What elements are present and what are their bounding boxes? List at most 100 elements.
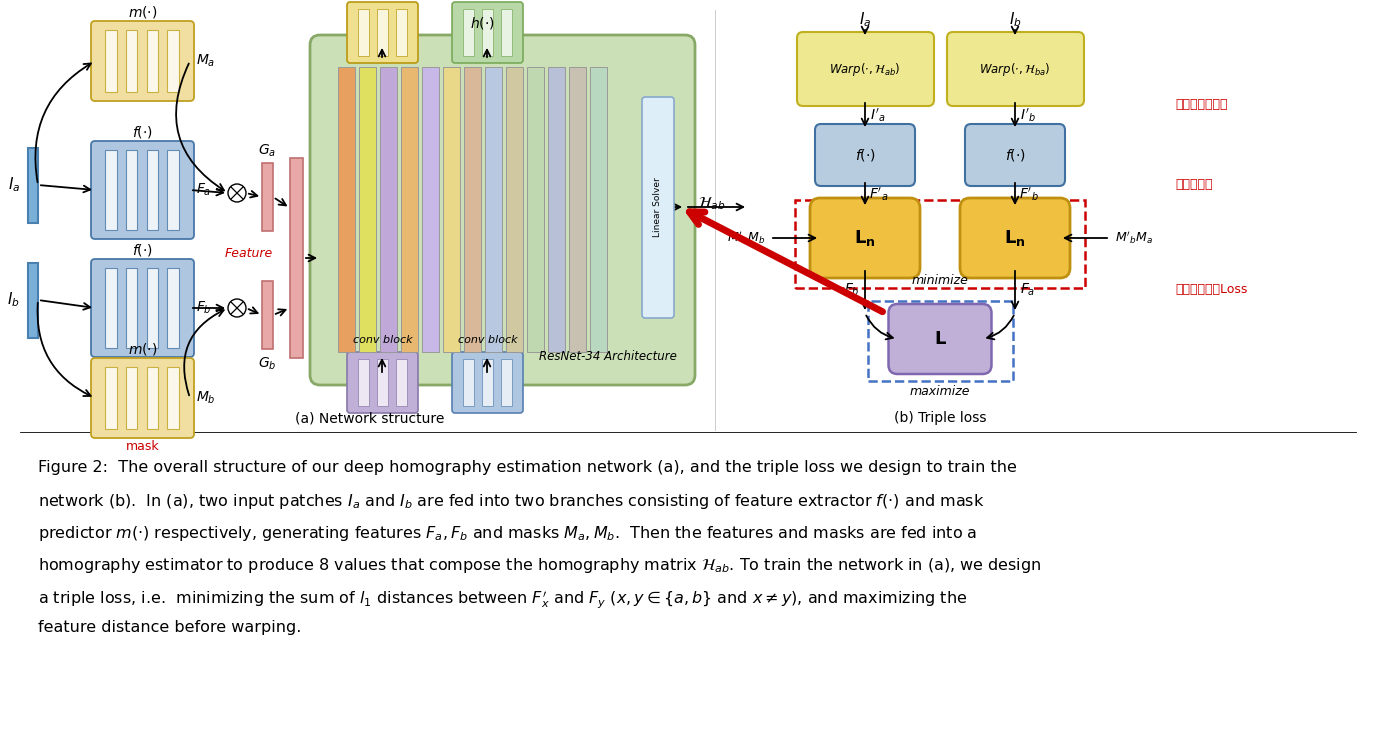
- Circle shape: [228, 299, 246, 317]
- Text: $M'_aM_b$: $M'_aM_b$: [727, 230, 765, 246]
- Text: predictor $m(\cdot)$ respectively, generating features $F_a, F_b$ and masks $M_a: predictor $m(\cdot)$ respectively, gener…: [39, 524, 977, 543]
- Text: $M_a$: $M_a$: [195, 53, 215, 69]
- Bar: [338, 67, 355, 352]
- Text: $f(\cdot)$: $f(\cdot)$: [1004, 147, 1025, 163]
- Bar: [527, 67, 544, 352]
- Bar: [125, 367, 138, 429]
- Bar: [506, 67, 523, 352]
- Bar: [359, 67, 376, 352]
- Text: (a) Network structure: (a) Network structure: [296, 411, 444, 425]
- Text: (b) Triple loss: (b) Triple loss: [894, 411, 987, 425]
- Bar: [261, 281, 272, 349]
- Text: conv block: conv block: [458, 335, 517, 345]
- Bar: [377, 359, 388, 406]
- FancyBboxPatch shape: [889, 304, 992, 374]
- Bar: [501, 9, 512, 56]
- Bar: [358, 9, 369, 56]
- Bar: [400, 67, 418, 352]
- Text: a triple loss, i.e.  minimizing the sum of $l_1$ distances between $F_x^{\prime}: a triple loss, i.e. minimizing the sum o…: [39, 588, 967, 610]
- Circle shape: [228, 184, 246, 202]
- Bar: [168, 367, 179, 429]
- Text: 反射变换到这里: 反射变换到这里: [1175, 98, 1227, 111]
- FancyBboxPatch shape: [451, 352, 523, 413]
- FancyBboxPatch shape: [347, 2, 418, 63]
- Text: $f(\cdot)$: $f(\cdot)$: [132, 242, 153, 258]
- Bar: [482, 359, 493, 406]
- Bar: [147, 30, 158, 92]
- Bar: [125, 30, 138, 92]
- Bar: [147, 367, 158, 429]
- FancyBboxPatch shape: [91, 259, 194, 357]
- Text: $F'_a$: $F'_a$: [870, 185, 889, 203]
- Text: $Warp(\cdot, \mathcal{H}_{ba})$: $Warp(\cdot, \mathcal{H}_{ba})$: [980, 60, 1051, 77]
- Bar: [125, 150, 138, 230]
- Text: $I'_b$: $I'_b$: [1020, 106, 1036, 124]
- Bar: [261, 163, 272, 231]
- Bar: [548, 67, 566, 352]
- Bar: [358, 359, 369, 406]
- Text: $M_b$: $M_b$: [195, 390, 216, 406]
- Bar: [105, 268, 117, 348]
- FancyBboxPatch shape: [643, 97, 674, 318]
- Bar: [28, 148, 39, 223]
- Text: $F_a$: $F_a$: [195, 182, 212, 198]
- Text: $m(\cdot)$: $m(\cdot)$: [128, 341, 157, 357]
- FancyBboxPatch shape: [91, 358, 194, 438]
- Text: $I_a$: $I_a$: [8, 175, 21, 195]
- Text: $\mathbf{L_n}$: $\mathbf{L_n}$: [1004, 228, 1026, 248]
- Bar: [464, 67, 482, 352]
- Text: homography estimator to produce 8 values that compose the homography matrix $\ma: homography estimator to produce 8 values…: [39, 556, 1042, 575]
- Bar: [462, 359, 475, 406]
- Text: $\mathbf{L_n}$: $\mathbf{L_n}$: [854, 228, 875, 248]
- Text: $F_b$: $F_b$: [845, 282, 860, 298]
- Text: $G_b$: $G_b$: [259, 356, 277, 372]
- Text: $f(\cdot)$: $f(\cdot)$: [132, 124, 153, 140]
- Text: $F_a$: $F_a$: [1020, 282, 1035, 298]
- Text: conv block: conv block: [352, 335, 413, 345]
- Bar: [443, 67, 460, 352]
- Bar: [867, 301, 1013, 381]
- FancyBboxPatch shape: [310, 35, 695, 385]
- Text: Feature: Feature: [224, 246, 272, 259]
- FancyBboxPatch shape: [815, 124, 915, 186]
- Text: minimize: minimize: [911, 274, 969, 287]
- FancyBboxPatch shape: [91, 141, 194, 239]
- Bar: [422, 67, 439, 352]
- Text: 特征与掩膜: 特征与掩膜: [1175, 178, 1212, 191]
- Bar: [105, 150, 117, 230]
- Bar: [380, 67, 398, 352]
- FancyBboxPatch shape: [347, 352, 418, 413]
- Text: network (b).  In (a), two input patches $I_a$ and $I_b$ are fed into two branche: network (b). In (a), two input patches $…: [39, 492, 985, 511]
- Bar: [168, 268, 179, 348]
- Text: 利用特征计算Loss: 利用特征计算Loss: [1175, 283, 1248, 296]
- Bar: [484, 67, 502, 352]
- Bar: [105, 30, 117, 92]
- Bar: [570, 67, 586, 352]
- FancyBboxPatch shape: [947, 32, 1084, 106]
- FancyBboxPatch shape: [810, 198, 921, 278]
- Text: $F_b$: $F_b$: [195, 300, 212, 316]
- Text: $I_a$: $I_a$: [859, 10, 871, 29]
- Text: $I_b$: $I_b$: [1009, 10, 1021, 29]
- Text: $I'_a$: $I'_a$: [870, 106, 886, 124]
- Bar: [125, 268, 138, 348]
- Text: $\mathbf{L}$: $\mathbf{L}$: [933, 330, 947, 348]
- Bar: [396, 9, 407, 56]
- Text: $\mathcal{H}_{ab}$: $\mathcal{H}_{ab}$: [698, 195, 725, 212]
- Text: $I_b$: $I_b$: [7, 290, 21, 310]
- Bar: [105, 367, 117, 429]
- Bar: [482, 9, 493, 56]
- Bar: [290, 158, 303, 358]
- Text: $f(\cdot)$: $f(\cdot)$: [854, 147, 875, 163]
- Bar: [147, 268, 158, 348]
- Bar: [590, 67, 607, 352]
- Bar: [377, 9, 388, 56]
- FancyBboxPatch shape: [91, 21, 194, 101]
- Text: Linear Solver: Linear Solver: [654, 178, 662, 237]
- Text: $F'_b$: $F'_b$: [1020, 185, 1039, 203]
- FancyBboxPatch shape: [965, 124, 1065, 186]
- FancyBboxPatch shape: [797, 32, 934, 106]
- Bar: [501, 359, 512, 406]
- Text: mask: mask: [125, 440, 160, 453]
- Text: $Warp(\cdot, \mathcal{H}_{ab})$: $Warp(\cdot, \mathcal{H}_{ab})$: [830, 60, 901, 77]
